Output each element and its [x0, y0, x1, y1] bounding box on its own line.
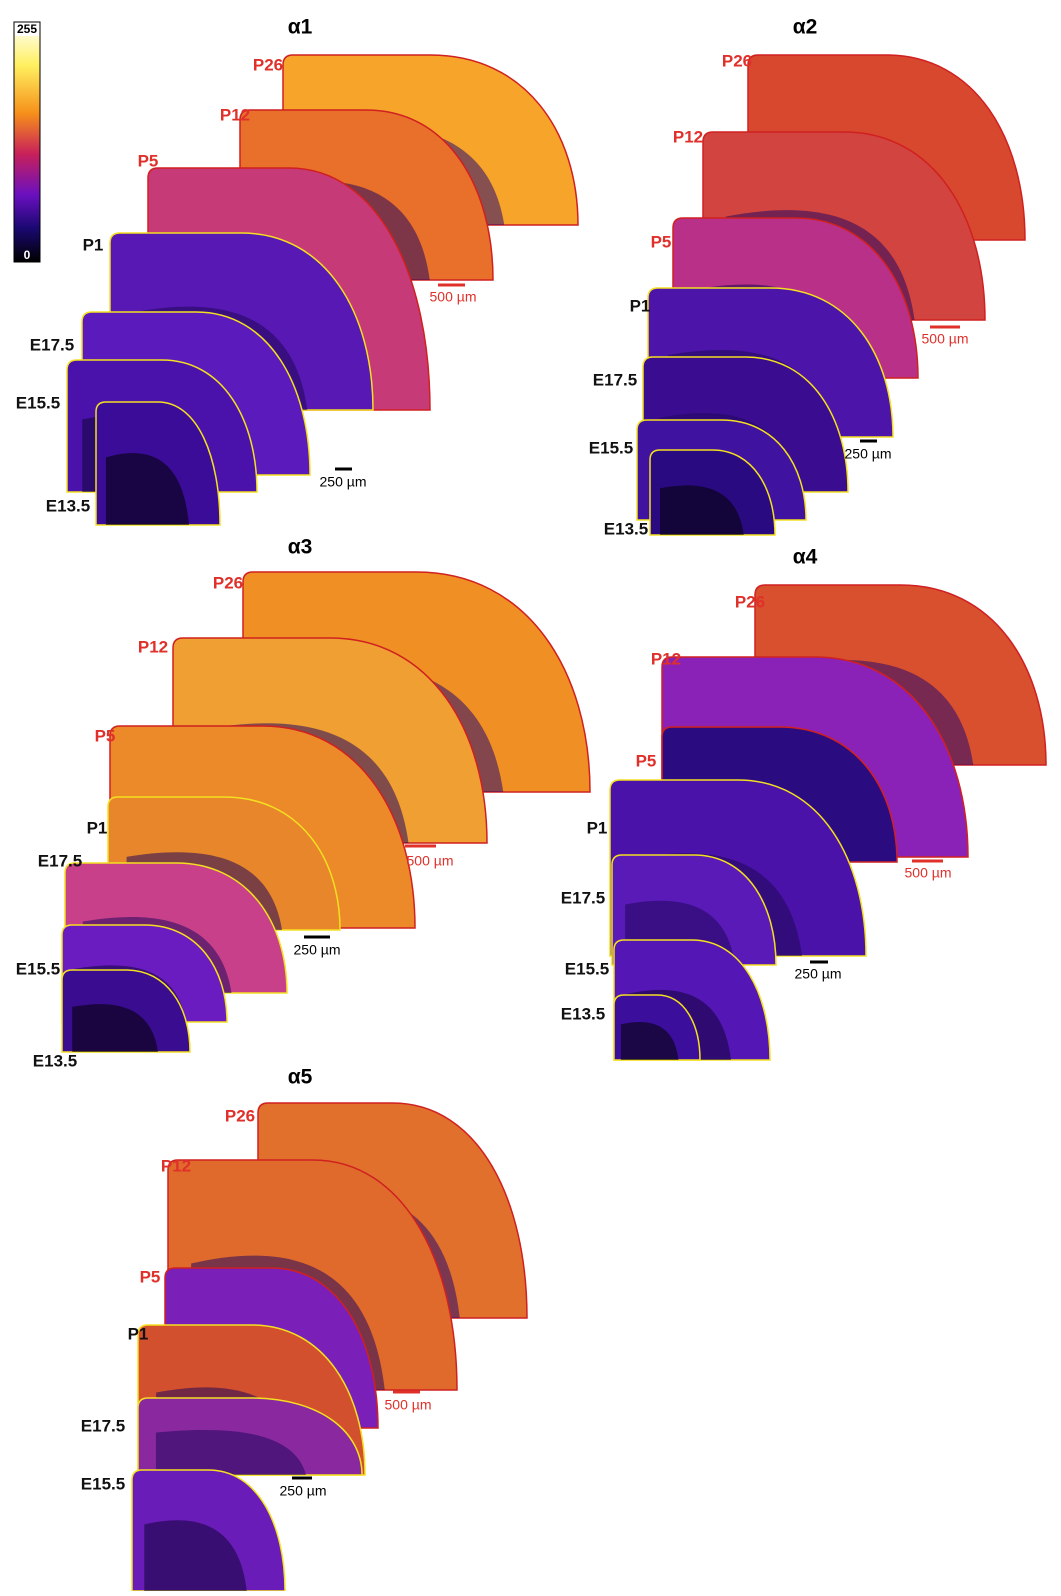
figure: 255 0 α1 P26 P12 P5 P1 E17.5 E15.5 E13.5 500 µm 2… [0, 0, 1061, 1591]
age-label: E15.5 [16, 959, 60, 978]
age-label: E15.5 [81, 1474, 125, 1493]
scale-bar-label: 250 µm [280, 1483, 327, 1499]
age-label: P26 [225, 1106, 255, 1125]
age-label: E17.5 [30, 335, 74, 354]
age-label: P12 [220, 105, 250, 124]
scale-bar-label: 250 µm [795, 966, 842, 982]
scale-bar-label: 500 µm [922, 331, 969, 347]
scale-bar-label: 250 µm [320, 474, 367, 490]
age-label: E17.5 [38, 851, 82, 870]
scale-bar-label: 250 µm [294, 942, 341, 958]
age-label: E13.5 [604, 519, 648, 538]
scale-bar-label: 250 µm [845, 446, 892, 462]
age-label: P12 [651, 649, 681, 668]
panel-title: α3 [288, 536, 313, 559]
age-label: E15.5 [565, 959, 609, 978]
age-label: E15.5 [16, 393, 60, 412]
age-label: P26 [213, 573, 243, 592]
age-label: P1 [630, 296, 651, 315]
age-label: P12 [673, 127, 703, 146]
age-label: E13.5 [561, 1004, 605, 1023]
colorbar-max: 255 [17, 22, 37, 36]
age-label: E17.5 [81, 1416, 125, 1435]
panel-title: α1 [288, 16, 313, 39]
colorbar-min: 0 [24, 248, 31, 262]
panel-title: α4 [793, 546, 818, 569]
scale-bar-label: 500 µm [407, 853, 454, 869]
age-label: P1 [83, 235, 104, 254]
age-label: P5 [95, 726, 116, 745]
age-label: E17.5 [593, 370, 637, 389]
age-label: P5 [138, 151, 159, 170]
age-label: P12 [138, 637, 168, 656]
age-label: P12 [161, 1156, 191, 1175]
age-label: P26 [735, 592, 765, 611]
age-label: P1 [87, 818, 108, 837]
scale-bar-label: 500 µm [905, 865, 952, 881]
age-label: E17.5 [561, 888, 605, 907]
age-label: P1 [128, 1324, 149, 1343]
panel-title: α2 [793, 16, 818, 39]
scale-bar-label: 500 µm [430, 289, 477, 305]
age-label: P26 [253, 55, 283, 74]
age-label: P26 [722, 51, 752, 70]
age-label: E15.5 [589, 438, 633, 457]
age-label: E13.5 [33, 1051, 77, 1070]
scale-bar-label: 500 µm [385, 1397, 432, 1413]
colorbar [14, 22, 40, 262]
age-label: E13.5 [46, 496, 90, 515]
age-label: P5 [140, 1267, 161, 1286]
age-label: P5 [636, 751, 657, 770]
age-label: P1 [587, 818, 608, 837]
age-label: P5 [651, 232, 672, 251]
panel-title: α5 [288, 1066, 313, 1089]
